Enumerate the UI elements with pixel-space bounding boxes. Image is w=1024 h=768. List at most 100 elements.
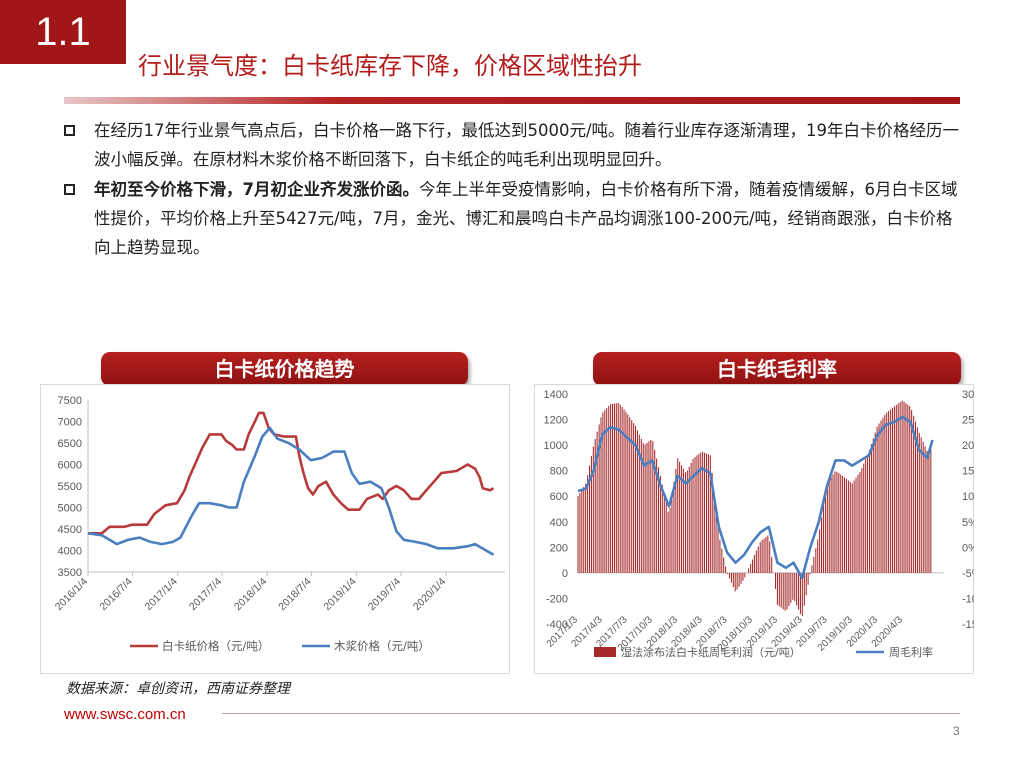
y-left-tick-label: 800	[550, 466, 568, 478]
bar-weekly-gross-profit	[673, 482, 675, 573]
bar-weekly-gross-profit	[587, 475, 589, 573]
bar-weekly-gross-profit	[809, 572, 811, 575]
bar-weekly-gross-profit	[663, 493, 665, 573]
y-tick-label: 3500	[58, 567, 82, 579]
bar-weekly-gross-profit	[884, 414, 886, 573]
bar-weekly-gross-profit	[606, 408, 608, 573]
bar-weekly-gross-profit	[583, 487, 585, 573]
bar-weekly-gross-profit	[688, 466, 690, 573]
bar-weekly-gross-profit	[600, 417, 602, 573]
bar-weekly-gross-profit	[730, 572, 732, 583]
website-link[interactable]: www.swsc.com.cn	[64, 706, 186, 723]
bar-weekly-gross-profit	[915, 421, 917, 573]
bar-weekly-gross-profit	[924, 446, 926, 573]
y-right-tick-label: -15%	[962, 619, 974, 631]
bar-weekly-gross-profit	[661, 484, 663, 573]
bar-weekly-gross-profit	[702, 451, 704, 573]
bar-weekly-gross-profit	[659, 475, 661, 573]
data-source-note: 数据来源：卓创资讯，西南证券整理	[66, 681, 290, 697]
bullet-item: 年初至今价格下滑，7月初企业齐发涨价函。今年上半年受疫情影响，白卡价格有所下滑，…	[64, 175, 964, 262]
bar-weekly-gross-profit	[736, 572, 738, 590]
y-left-tick-label: 200	[550, 542, 568, 554]
y-right-tick-label: 5%	[962, 517, 974, 529]
legend-label: 木浆价格（元/吨）	[334, 639, 430, 653]
bar-weekly-gross-profit	[692, 459, 694, 573]
bullet-bold-text: 年初至今价格下滑，7月初企业齐发涨价函。	[94, 180, 419, 199]
bar-weekly-gross-profit	[642, 443, 644, 573]
bar-weekly-gross-profit	[604, 410, 606, 573]
bar-weekly-gross-profit	[771, 557, 773, 573]
bar-weekly-gross-profit	[579, 493, 581, 573]
bar-weekly-gross-profit	[874, 432, 876, 573]
bar-weekly-gross-profit	[644, 444, 646, 573]
bar-weekly-gross-profit	[723, 557, 725, 573]
y-left-tick-label: 0	[562, 568, 568, 580]
bar-weekly-gross-profit	[740, 572, 742, 584]
bar-weekly-gross-profit	[872, 438, 874, 573]
bar-weekly-gross-profit	[700, 452, 702, 573]
bar-weekly-gross-profit	[598, 424, 600, 573]
bar-weekly-gross-profit	[713, 491, 715, 573]
bar-weekly-gross-profit	[911, 410, 913, 573]
bar-weekly-gross-profit	[675, 469, 677, 573]
y-tick-label: 4500	[58, 524, 82, 536]
bar-weekly-gross-profit	[690, 462, 692, 573]
price-trend-chart: 3500400045005000550060006500700075002016…	[40, 384, 510, 674]
series-line-paperboard-price	[88, 411, 495, 535]
bar-weekly-gross-profit	[784, 572, 786, 611]
bar-weekly-gross-profit	[704, 452, 706, 573]
bar-weekly-gross-profit	[826, 483, 828, 573]
bar-weekly-gross-profit	[834, 471, 836, 573]
bar-weekly-gross-profit	[851, 483, 853, 573]
bar-weekly-gross-profit	[627, 414, 629, 573]
bar-weekly-gross-profit	[752, 559, 754, 573]
bar-weekly-gross-profit	[828, 480, 830, 573]
series-line-pulp-price	[87, 426, 495, 556]
series-line-gross-margin	[577, 415, 934, 580]
bar-weekly-gross-profit	[636, 430, 638, 573]
bar-weekly-gross-profit	[585, 483, 587, 573]
y-left-tick-label: 1200	[544, 415, 568, 427]
bar-weekly-gross-profit	[671, 495, 673, 573]
bar-weekly-gross-profit	[817, 539, 819, 573]
bar-weekly-gross-profit	[870, 444, 872, 573]
y-right-tick-label: 0%	[962, 542, 974, 554]
bar-weekly-gross-profit	[792, 572, 794, 600]
y-left-tick-label: 600	[550, 491, 568, 503]
bar-weekly-gross-profit	[654, 449, 656, 573]
bullet-item: 在经历17年行业景气高点后，白卡价格一路下行，最低达到5000元/吨。随着行业库…	[64, 116, 964, 174]
bar-weekly-gross-profit	[656, 458, 658, 573]
bar-weekly-gross-profit	[734, 572, 736, 592]
bar-weekly-gross-profit	[913, 415, 915, 573]
bar-weekly-gross-profit	[581, 490, 583, 573]
bar-weekly-gross-profit	[849, 482, 851, 573]
bar-weekly-gross-profit	[895, 404, 897, 573]
bar-weekly-gross-profit	[761, 539, 763, 573]
bar-weekly-gross-profit	[652, 441, 654, 573]
bar-weekly-gross-profit	[859, 471, 861, 573]
y-right-tick-label: 30%	[962, 389, 974, 401]
bar-weekly-gross-profit	[619, 404, 621, 573]
y-tick-label: 5500	[58, 481, 82, 493]
bar-weekly-gross-profit	[759, 542, 761, 573]
bar-weekly-gross-profit	[786, 572, 788, 610]
section-number: 1.1	[0, 0, 126, 64]
page-title: 行业景气度：白卡纸库存下降，价格区域性抬升	[138, 52, 642, 80]
bar-weekly-gross-profit	[631, 420, 633, 573]
bar-weekly-gross-profit	[707, 454, 709, 573]
bar-weekly-gross-profit	[744, 572, 746, 578]
bar-weekly-gross-profit	[847, 480, 849, 573]
bar-weekly-gross-profit	[830, 477, 832, 573]
bar-weekly-gross-profit	[650, 439, 652, 573]
square-bullet-icon	[64, 125, 75, 136]
bar-weekly-gross-profit	[815, 548, 817, 573]
bar-weekly-gross-profit	[765, 536, 767, 573]
bar-weekly-gross-profit	[748, 568, 750, 573]
bar-weekly-gross-profit	[888, 411, 890, 573]
bar-weekly-gross-profit	[709, 455, 711, 573]
title-divider	[64, 97, 960, 104]
bar-weekly-gross-profit	[840, 474, 842, 573]
bar-weekly-gross-profit	[886, 412, 888, 573]
bar-weekly-gross-profit	[615, 403, 617, 573]
y-right-tick-label: 25%	[962, 415, 974, 427]
